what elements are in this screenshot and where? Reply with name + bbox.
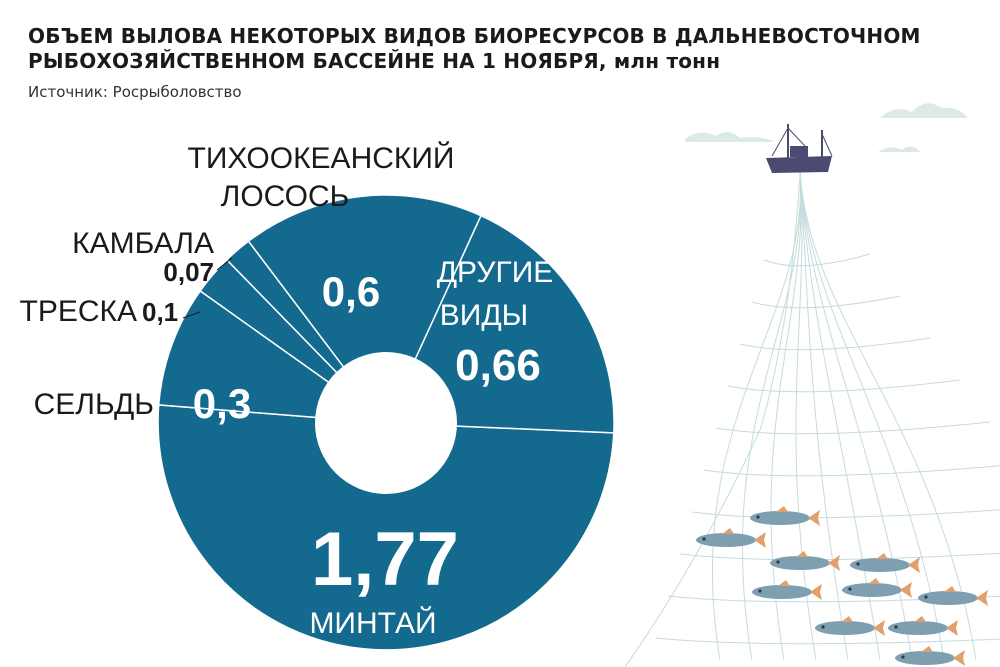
slice-name-herring: СЕЛЬДЬ [34, 388, 154, 421]
net-line [741, 171, 802, 661]
fish-school-illustration [696, 506, 988, 666]
donut-hole [315, 352, 457, 494]
fish-icon [752, 580, 822, 600]
slice-value-herring: 0,3 [193, 380, 251, 427]
net-line [799, 171, 945, 661]
fish-icon [696, 528, 766, 548]
slice-name-salmon-line2: ЛОСОСЬ [221, 180, 350, 213]
fish-icon [850, 553, 920, 573]
net-line [624, 174, 801, 667]
net-line [739, 337, 931, 351]
net-line [679, 552, 1000, 561]
net-line [770, 171, 802, 661]
slice-value-flounder: 0,07 [163, 257, 214, 287]
slice-name-pollock: МИНТАЙ [309, 606, 436, 640]
slice-name-flounder: КАМБАЛА [72, 227, 214, 260]
slice-name-cod: ТРЕСКА [20, 295, 138, 328]
fish-icon [770, 551, 840, 571]
slice-value-cod: 0,1 [142, 297, 178, 327]
leader-line-cod [182, 311, 201, 319]
fish-icon [888, 616, 958, 636]
slice-name-other-line2: ВИДЫ [440, 299, 528, 332]
net-line [667, 595, 1000, 603]
net-line [751, 295, 901, 309]
net-line [655, 637, 1000, 645]
ship-icon [766, 124, 833, 173]
net-line [727, 379, 961, 393]
net-line [715, 421, 991, 435]
fish-icon [815, 616, 885, 636]
fish-icon [918, 586, 988, 606]
slice-name-salmon-line1: ТИХООКЕАНСКИЙ [188, 141, 455, 175]
leader-line-flounder [216, 257, 233, 271]
net-line [703, 465, 1000, 477]
slice-pollock [157, 404, 615, 651]
chart-title: ОБЪЕМ ВЫЛОВА НЕКОТОРЫХ ВИДОВ БИОРЕСУРСОВ… [28, 24, 921, 73]
net-line [763, 253, 871, 267]
slice-value-salmon: 0,6 [322, 268, 380, 315]
slice-other [384, 214, 615, 434]
fish-icon [842, 578, 912, 598]
cloud-illustration [685, 103, 968, 152]
slice-value-pollock: 1,77 [311, 517, 459, 602]
slice-salmon [247, 194, 482, 425]
slice-name-other-line1: ДРУГИЕ [437, 256, 554, 289]
net-line [799, 171, 977, 661]
fish-icon [895, 646, 965, 666]
fish-icon [750, 506, 820, 526]
slice-value-other: 0,66 [455, 341, 541, 390]
net-line [799, 171, 849, 661]
leader-lines [182, 257, 233, 319]
net-line [711, 171, 802, 661]
net-line [691, 509, 1000, 519]
source-note: Источник: Росрыболовство [28, 83, 242, 101]
